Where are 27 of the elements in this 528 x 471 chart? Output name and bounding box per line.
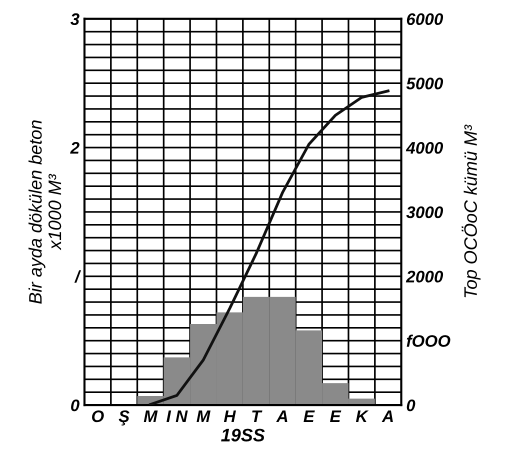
x-tick-label: H <box>224 410 236 422</box>
y2-tick-label: 4000 <box>406 142 444 154</box>
y2-tick-label: 5000 <box>406 78 444 90</box>
x-tick-label: O <box>92 410 104 422</box>
y2-tick-label: 2000 <box>406 270 444 283</box>
x-axis-title: 19SS <box>221 428 265 442</box>
y2-tick-label: 3000 <box>406 206 444 218</box>
x-tick-label: M <box>144 410 158 422</box>
x-tick-label: Ş <box>118 410 130 426</box>
line-series <box>149 90 390 406</box>
x-tick-label: A <box>382 410 393 422</box>
x-tick-label: T <box>252 410 262 422</box>
y2-tick-label: 0 <box>406 399 416 412</box>
y-tick-label: 0 <box>71 399 80 412</box>
y-tick-label: / <box>74 270 82 283</box>
x-tick-label: E <box>304 410 315 422</box>
y-tick-label: 3 <box>70 13 80 26</box>
x-tick-label: E <box>330 410 342 422</box>
x-tick-label: I N <box>166 410 188 422</box>
y2-axis-title: Top OCÖoC kümü M³ <box>462 124 481 298</box>
x-tick-label: A <box>276 410 288 422</box>
y-tick-label: 2 <box>70 142 80 154</box>
x-tick-label: K <box>356 410 369 422</box>
y-axis-title: Bir ayda dökülen beton x1000 M³ <box>28 120 62 304</box>
y2-tick-label: 6000 <box>406 13 444 26</box>
y2-tick-label: fOOO <box>406 334 450 347</box>
x-tick-label: M <box>196 410 211 422</box>
